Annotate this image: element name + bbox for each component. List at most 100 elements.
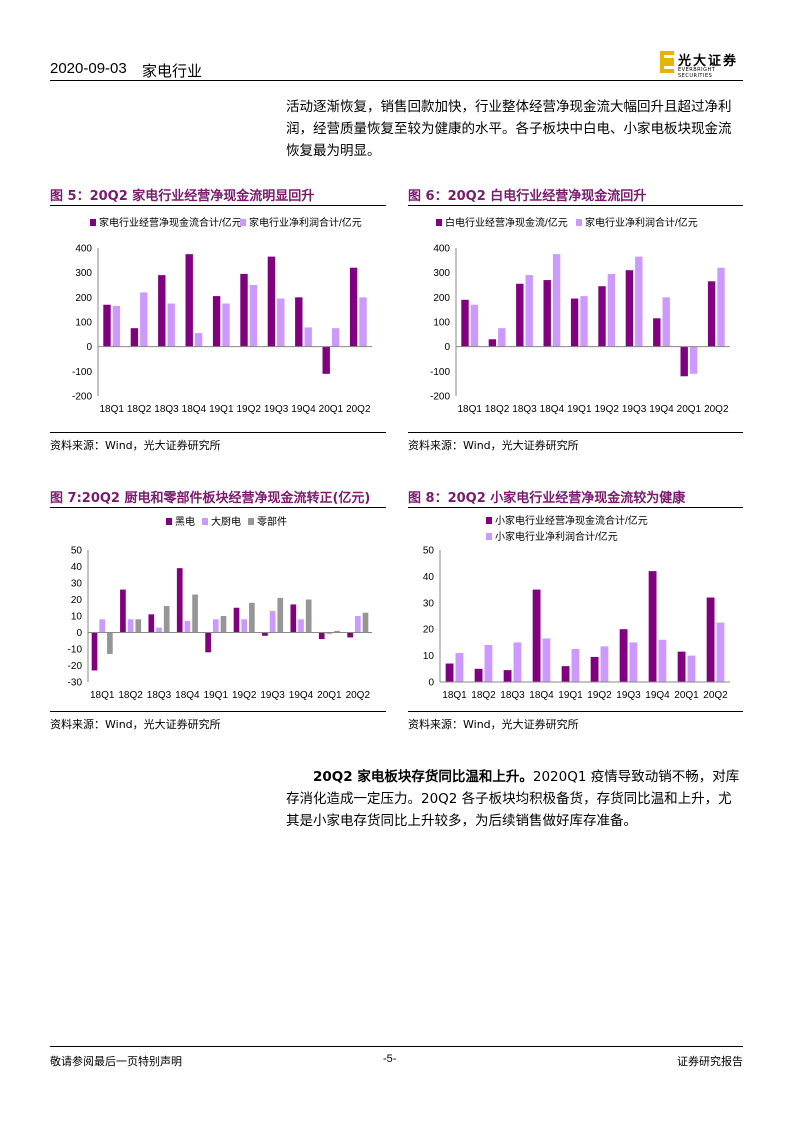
x-tick-label: 18Q2 (485, 404, 510, 415)
bar-小家电行业经营净现金流合计/亿元 (474, 668, 483, 682)
x-tick-label: 20Q2 (704, 404, 729, 415)
x-tick-label: 18Q1 (99, 404, 124, 415)
figure-7-chart: -30 -20 -10 0 10 20 30 40 50 18Q1 18Q2 18Q3 18Q4 19Q1… (68, 515, 372, 701)
bar-小家电行业经营净现金流合计/亿元 (619, 629, 628, 682)
section-first-line: 20Q2 家电板块存货同比温和上升。2020Q1 疫情导致动销不畅，对库 (286, 766, 746, 788)
y-tick-label: 20 (71, 595, 83, 606)
bar-家电行业经营净现金流合计/亿元 (322, 346, 330, 374)
bar-家电行业净利润合计/亿元 (359, 297, 367, 347)
bar-零部件 (334, 630, 340, 633)
bar-零部件 (277, 597, 284, 633)
y-tick-label: 10 (71, 612, 83, 623)
x-tick-label: 19Q2 (232, 690, 257, 701)
bar-白电行业经营净现金流/亿元 (598, 286, 606, 347)
bar-黑电 (120, 589, 126, 633)
company-logo: 光大证券 EVERBRIGHT SECURITIES (660, 50, 750, 79)
x-tick-label: 19Q3 (622, 404, 647, 415)
bar-家电行业经营净现金流合计/亿元 (185, 254, 193, 347)
x-tick-label: 20Q1 (319, 404, 344, 415)
bar-白电行业经营净现金流/亿元 (570, 298, 579, 347)
y-tick-label: 30 (423, 598, 435, 609)
x-tick-label: 19Q4 (649, 404, 674, 415)
y-tick-label: 200 (75, 293, 92, 304)
bar-黑电 (318, 632, 325, 640)
legend-label: 家电行业净利润合计/亿元 (585, 216, 698, 229)
bar-大厨电 (298, 619, 304, 633)
page-number: -5- (383, 1053, 397, 1065)
bar-大厨电 (184, 620, 191, 633)
logo-cn-text: 光大证券 (678, 54, 739, 69)
y-tick-label: 40 (423, 572, 435, 583)
bar-家电行业净利润合计/亿元 (525, 275, 533, 347)
bar-小家电行业净利润合计/亿元 (716, 622, 725, 682)
bar-小家电行业净利润合计/亿元 (484, 645, 493, 682)
y-tick-label: 300 (433, 268, 450, 279)
x-tick-label: 20Q2 (703, 690, 728, 701)
legend-label: 家电行业经营净现金流合计/亿元 (99, 216, 242, 229)
bar-家电行业净利润合计/亿元 (304, 327, 312, 347)
x-tick-label: 20Q2 (346, 690, 371, 701)
x-tick-label: 19Q1 (558, 690, 583, 701)
x-tick-label: 19Q3 (616, 690, 641, 701)
x-tick-label: 18Q2 (118, 690, 143, 701)
x-tick-label: 18Q3 (154, 404, 179, 415)
legend-swatch (90, 219, 96, 226)
y-tick-label: 400 (75, 244, 92, 255)
bar-家电行业净利润合计/亿元 (717, 267, 725, 347)
bar-小家电行业净利润合计/亿元 (687, 655, 696, 682)
bar-黑电 (205, 632, 211, 653)
bar-大厨电 (326, 632, 333, 635)
bar-家电行业经营净现金流合计/亿元 (267, 256, 276, 347)
bar-黑电 (262, 632, 268, 636)
bar-黑电 (290, 604, 297, 633)
legend-label: 黑电 (175, 515, 195, 528)
x-tick-label: 19Q1 (567, 404, 592, 415)
bar-家电行业净利润合计/亿元 (580, 296, 588, 347)
bar-零部件 (362, 612, 369, 633)
intro-paragraph: 活动逐渐恢复，销售回款加快，行业整体经营净现金流大幅回升且超过净利 润，经营质量… (286, 96, 746, 162)
bar-小家电行业经营净现金流合计/亿元 (590, 656, 599, 682)
figure-8-title-rule (408, 507, 743, 508)
bar-大厨电 (354, 616, 361, 633)
bar-家电行业净利润合计/亿元 (277, 298, 285, 347)
x-tick-label: 19Q2 (587, 690, 612, 701)
y-tick-label: -200 (72, 392, 92, 403)
legend-swatch (248, 518, 254, 525)
legend-label: 小家电行业净利润合计/亿元 (495, 530, 618, 543)
footer-report-type: 证券研究报告 (677, 1055, 743, 1068)
bar-黑电 (347, 632, 353, 638)
y-tick-label: 400 (433, 244, 450, 255)
bar-白电行业经营净现金流/亿元 (653, 318, 661, 347)
bar-小家电行业经营净现金流合计/亿元 (532, 589, 541, 682)
bar-家电行业净利润合计/亿元 (689, 346, 698, 374)
bar-小家电行业净利润合计/亿元 (629, 642, 638, 682)
bar-白电行业经营净现金流/亿元 (680, 346, 688, 377)
y-tick-label: -200 (430, 392, 450, 403)
y-tick-label: -20 (68, 661, 83, 672)
bar-零部件 (249, 602, 255, 633)
legend-swatch (486, 533, 492, 540)
bar-家电行业经营净现金流合计/亿元 (212, 296, 221, 347)
bar-零部件 (305, 599, 312, 633)
figure-6-title: 图 6：20Q2 白电行业经营净现金流回升 (408, 189, 647, 204)
legend-label: 零部件 (257, 515, 287, 528)
bar-大厨电 (99, 619, 106, 633)
x-tick-label: 18Q1 (90, 690, 115, 701)
bar-家电行业经营净现金流合计/亿元 (158, 275, 166, 347)
bar-白电行业经营净现金流/亿元 (516, 283, 524, 347)
bar-大厨电 (156, 627, 162, 633)
bar-小家电行业净利润合计/亿元 (600, 646, 609, 682)
bar-家电行业净利润合计/亿元 (112, 305, 121, 347)
bar-小家电行业经营净现金流合计/亿元 (503, 670, 512, 682)
figure-7-bottom-rule (50, 711, 386, 712)
bar-白电行业经营净现金流/亿元 (543, 280, 551, 347)
bar-家电行业经营净现金流合计/亿元 (349, 267, 358, 347)
bar-白电行业经营净现金流/亿元 (488, 339, 497, 347)
x-tick-label: 18Q1 (457, 404, 482, 415)
bar-小家电行业净利润合计/亿元 (455, 652, 464, 682)
bar-家电行业净利润合计/亿元 (607, 273, 616, 347)
figure-6-bottom-rule (408, 432, 743, 433)
legend-label: 家电行业净利润合计/亿元 (249, 216, 362, 229)
bar-家电行业净利润合计/亿元 (167, 303, 175, 347)
bar-家电行业净利润合计/亿元 (662, 297, 670, 347)
